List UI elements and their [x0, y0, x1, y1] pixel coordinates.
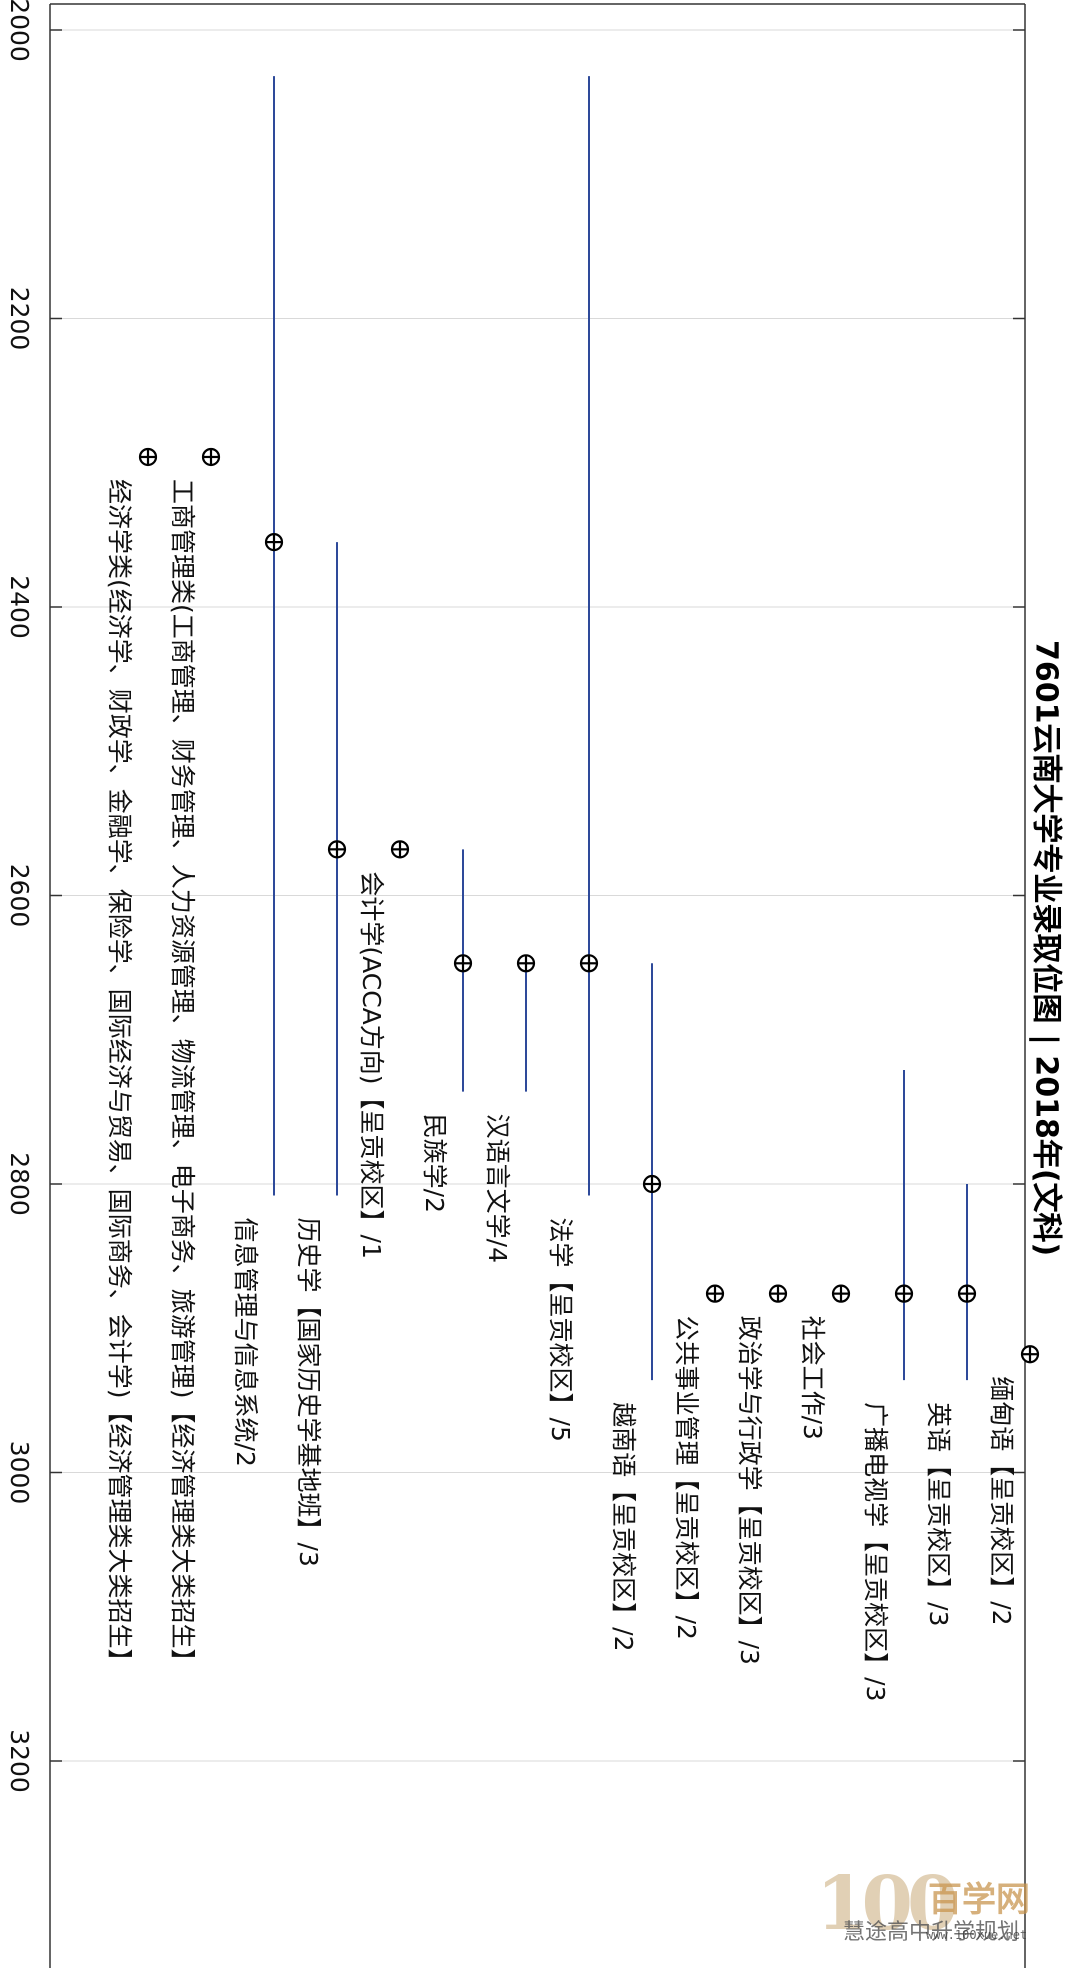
- median-marker: [705, 1284, 725, 1303]
- marks-layer: 缅甸语【呈贡校区】/2 英语【呈贡校区】/3 广播电视学【呈贡校区】/3 社会工作/3…: [105, 76, 1040, 1702]
- series-row: 经济学类(经济学、财政学、金融学、保险学、国际经济与贸易、国际商务、会计学)【经…: [105, 447, 158, 1674]
- series-label: 民族学/2: [420, 1114, 449, 1213]
- grid-layer: [49, 3, 1026, 1968]
- series-row: 政治学与行政学【呈贡校区】/3: [735, 1284, 788, 1665]
- series-label: 公共事业管理【呈贡校区】/2: [672, 1316, 701, 1640]
- median-marker: [957, 1284, 977, 1303]
- series-row: 缅甸语【呈贡校区】/2: [987, 1345, 1040, 1626]
- series-row: 英语【呈贡校区】/3: [924, 1184, 977, 1627]
- series-row: 社会工作/3: [798, 1284, 851, 1440]
- series-label: 政治学与行政学【呈贡校区】/3: [735, 1316, 764, 1665]
- watermark-url: www.100xue.net: [926, 1928, 1028, 1942]
- series-label: 信息管理与信息系统/2: [231, 1218, 260, 1467]
- tick-labels-layer: 2000 2200 2400 2600 2800 3000 3200: [5, 0, 34, 1793]
- series-label: 缅甸语【呈贡校区】/2: [987, 1376, 1016, 1625]
- series-row: 工商管理类(工商管理、财务管理、人力资源管理、物流管理、电子商务、旅游管理)【经…: [168, 447, 221, 1674]
- median-marker: [579, 954, 599, 973]
- tick-label: 3200: [5, 1729, 34, 1793]
- median-marker: [1020, 1345, 1040, 1364]
- chart-title: 7601云南大学专业录取位图 | 2018年(文科): [1029, 640, 1064, 1256]
- series-label: 历史学【国家历史学基地班】/3: [294, 1218, 323, 1567]
- watermark-logo-number: 100: [816, 1861, 958, 1947]
- series-row: 会计学(ACCA方向)【呈贡校区】/1: [357, 840, 410, 1259]
- median-marker: [894, 1284, 914, 1303]
- tick-label: 2400: [5, 575, 34, 639]
- series-label: 经济学类(经济学、财政学、金融学、保险学、国际经济与贸易、国际商务、会计学)【经…: [105, 479, 134, 1674]
- median-marker: [453, 954, 473, 973]
- series-label: 广播电视学【呈贡校区】/3: [861, 1402, 890, 1701]
- tick-label: 3000: [5, 1441, 34, 1505]
- series-row: 民族学/2: [420, 849, 473, 1213]
- series-label: 越南语【呈贡校区】/2: [609, 1402, 638, 1651]
- tick-label: 2600: [5, 864, 34, 928]
- median-marker: [768, 1284, 788, 1303]
- median-marker: [831, 1284, 851, 1303]
- watermark-logo-text: 百学网: [928, 1880, 1030, 1920]
- median-marker: [327, 840, 347, 859]
- series-row: 历史学【国家历史学基地班】/3: [294, 542, 347, 1567]
- series-row: 法学【呈贡校区】/5: [546, 76, 599, 1442]
- series-label: 英语【呈贡校区】/3: [924, 1402, 953, 1626]
- series-row: 广播电视学【呈贡校区】/3: [861, 1070, 914, 1702]
- tick-label: 2800: [5, 1152, 34, 1216]
- tick-label: 2200: [5, 287, 34, 351]
- series-label: 会计学(ACCA方向)【呈贡校区】/1: [357, 871, 386, 1259]
- watermark: 100 百学网 慧途高中升学规划 www.100xue.net: [816, 1864, 1066, 1954]
- tick-label: 2000: [5, 0, 34, 62]
- series-row: 越南语【呈贡校区】/2: [609, 963, 662, 1652]
- median-marker: [516, 954, 536, 973]
- series-row: 汉语言文学/4: [483, 954, 536, 1263]
- series-row: 信息管理与信息系统/2: [231, 76, 284, 1467]
- median-marker: [264, 532, 284, 552]
- median-marker: [642, 1174, 662, 1194]
- watermark-brand: 慧途高中升学规划: [842, 1920, 1019, 1945]
- series-label: 法学【呈贡校区】/5: [546, 1218, 575, 1442]
- median-marker: [201, 447, 221, 467]
- series-row: 公共事业管理【呈贡校区】/2: [672, 1284, 725, 1640]
- series-label: 汉语言文学/4: [483, 1114, 512, 1263]
- median-marker: [138, 447, 158, 467]
- median-marker: [390, 840, 410, 859]
- series-label: 社会工作/3: [798, 1316, 827, 1440]
- series-label: 工商管理类(工商管理、财务管理、人力资源管理、物流管理、电子商务、旅游管理)【经…: [168, 479, 197, 1674]
